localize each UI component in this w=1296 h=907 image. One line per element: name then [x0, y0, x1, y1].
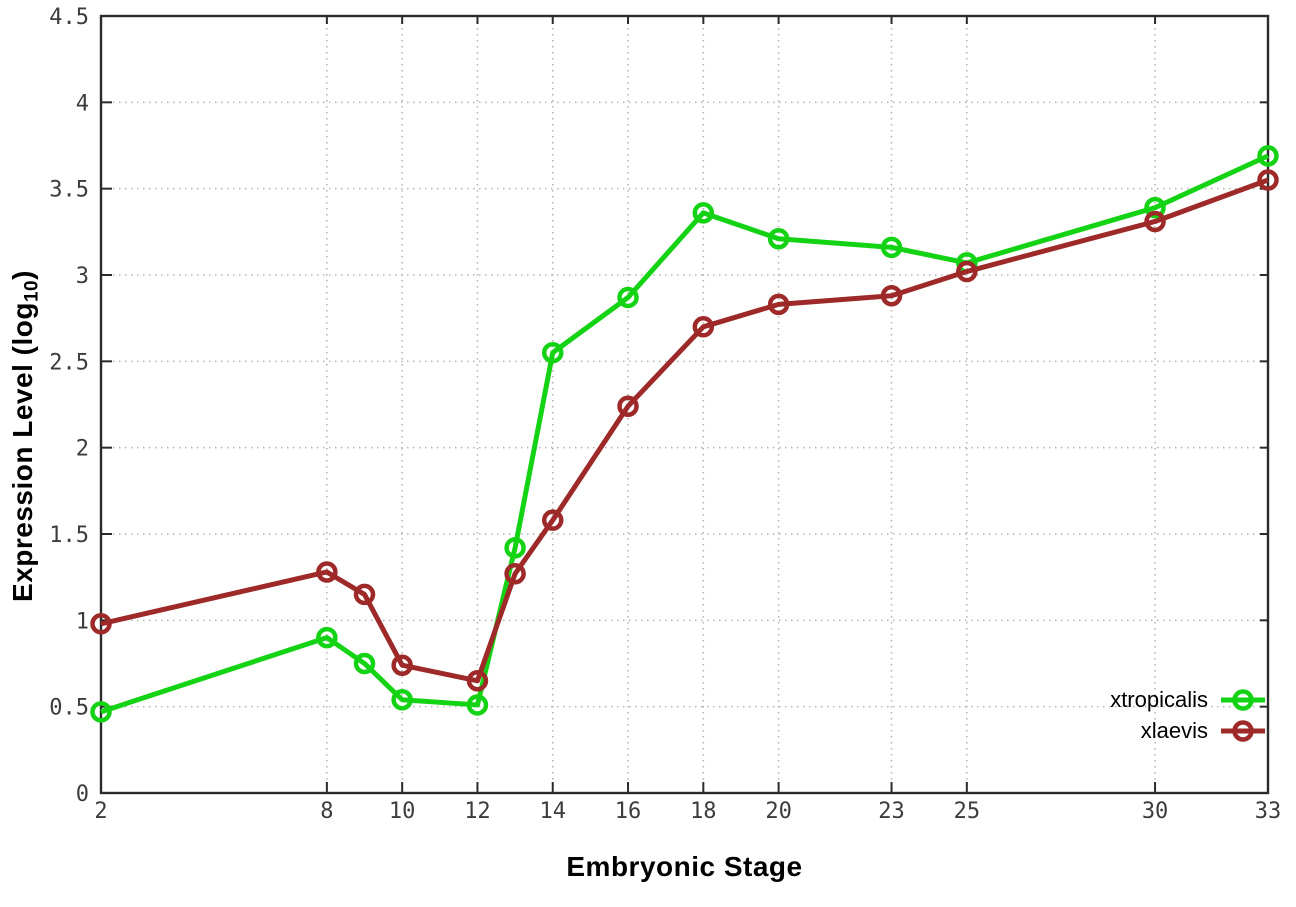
- plot-border: [99, 14, 1270, 795]
- series-xlaevis-point-9: [353, 583, 376, 606]
- series-xtropicalis: [90, 145, 1279, 723]
- y-tick-label-3: 3: [76, 264, 89, 289]
- series-xtropicalis-point-12: [466, 694, 489, 716]
- y-tick-label-2.5: 2.5: [49, 350, 89, 375]
- series-xtropicalis-point-16: [617, 286, 639, 309]
- x-tick-label-16: 16: [615, 799, 642, 824]
- y-axis-title-subscript: 10: [21, 279, 43, 303]
- legend-item-xlaevis: xlaevis: [1141, 716, 1266, 746]
- y-tick-label-1.5: 1.5: [49, 523, 89, 548]
- y-tick-label-1: 1: [76, 609, 89, 634]
- series-xlaevis-point-30: [1144, 210, 1166, 233]
- series-xtropicalis-point-13: [504, 537, 526, 559]
- x-tick-label-25: 25: [954, 799, 981, 824]
- series-xtropicalis-point-9: [353, 652, 376, 675]
- gridlines: [101, 16, 1268, 793]
- x-axis-title: Embryonic Stage: [566, 851, 803, 882]
- series-xlaevis-line: [100, 177, 1269, 684]
- legend-marker-xlaevis: [1232, 720, 1254, 742]
- legend-marker-xtropicalis: [1232, 689, 1254, 711]
- series-xtropicalis-point-30: [1144, 196, 1166, 219]
- y-tick-label-3.5: 3.5: [49, 178, 89, 203]
- y-axis-title-text: Expression Level (log: [7, 302, 38, 602]
- series-xtropicalis-point-23: [880, 236, 903, 259]
- y-tick-label-0: 0: [76, 782, 89, 807]
- series-xlaevis-point-8: [316, 561, 338, 583]
- legend-sample-icon-xtropicalis: [1221, 689, 1265, 711]
- series-xlaevis-point-16: [617, 395, 639, 417]
- x-tick-label-10: 10: [389, 799, 416, 824]
- series-xtropicalis-point-14: [541, 341, 564, 364]
- series-xlaevis-point-18: [692, 316, 715, 338]
- series-xtropicalis-point-20: [767, 227, 790, 250]
- legend-sample-icon-xlaevis: [1221, 720, 1265, 742]
- series-xtropicalis-point-8: [316, 626, 338, 649]
- series-xtropicalis-point-10: [391, 689, 413, 711]
- x-tick-label-14: 14: [539, 799, 566, 824]
- legend: xtropicalis xlaevis: [1110, 685, 1266, 746]
- x-tick-label-30: 30: [1142, 799, 1169, 824]
- y-axis-title: Expression Level (log10): [7, 186, 43, 686]
- series-xlaevis-point-33: [1257, 169, 1279, 191]
- x-tick-label-23: 23: [878, 799, 905, 824]
- tick-labels: 2 8 10 12 14 16 18 20 23 25 30 33 0 0.5 1 1.5 2 2.5 3 3.5 4 4…: [49, 5, 1281, 824]
- series-xlaevis-point-23: [880, 284, 903, 307]
- x-tick-label-2: 2: [94, 799, 107, 824]
- x-tick-label-8: 8: [320, 799, 333, 824]
- series-xtropicalis-point-2: [90, 701, 112, 723]
- series-xlaevis-point-10: [391, 654, 413, 676]
- y-tick-label-4.5: 4.5: [49, 5, 89, 30]
- series-xlaevis-point-14: [541, 509, 564, 531]
- x-tick-label-18: 18: [690, 799, 717, 824]
- series-xlaevis-point-25: [956, 260, 978, 283]
- y-tick-label-4: 4: [76, 91, 89, 116]
- series-xlaevis-point-20: [767, 293, 790, 316]
- y-tick-label-2: 2: [76, 437, 89, 462]
- series-xlaevis: [90, 169, 1279, 692]
- series-xlaevis-point-12: [466, 670, 489, 692]
- x-tick-label-33: 33: [1255, 799, 1282, 824]
- series-xtropicalis-point-18: [692, 202, 715, 224]
- y-tick-label-0.5: 0.5: [49, 696, 89, 721]
- legend-label-xtropicalis: xtropicalis: [1110, 687, 1208, 712]
- legend-item-xtropicalis: xtropicalis: [1110, 685, 1266, 715]
- y-axis-title-close: ): [7, 270, 38, 280]
- x-tick-label-20: 20: [765, 799, 792, 824]
- series-xtropicalis-point-33: [1257, 145, 1279, 167]
- series-xlaevis-point-13: [504, 562, 526, 585]
- tick-marks: [100, 15, 1269, 794]
- legend-label-xlaevis: xlaevis: [1140, 718, 1208, 743]
- series-xlaevis-point-2: [90, 613, 112, 635]
- x-tick-label-12: 12: [464, 799, 491, 824]
